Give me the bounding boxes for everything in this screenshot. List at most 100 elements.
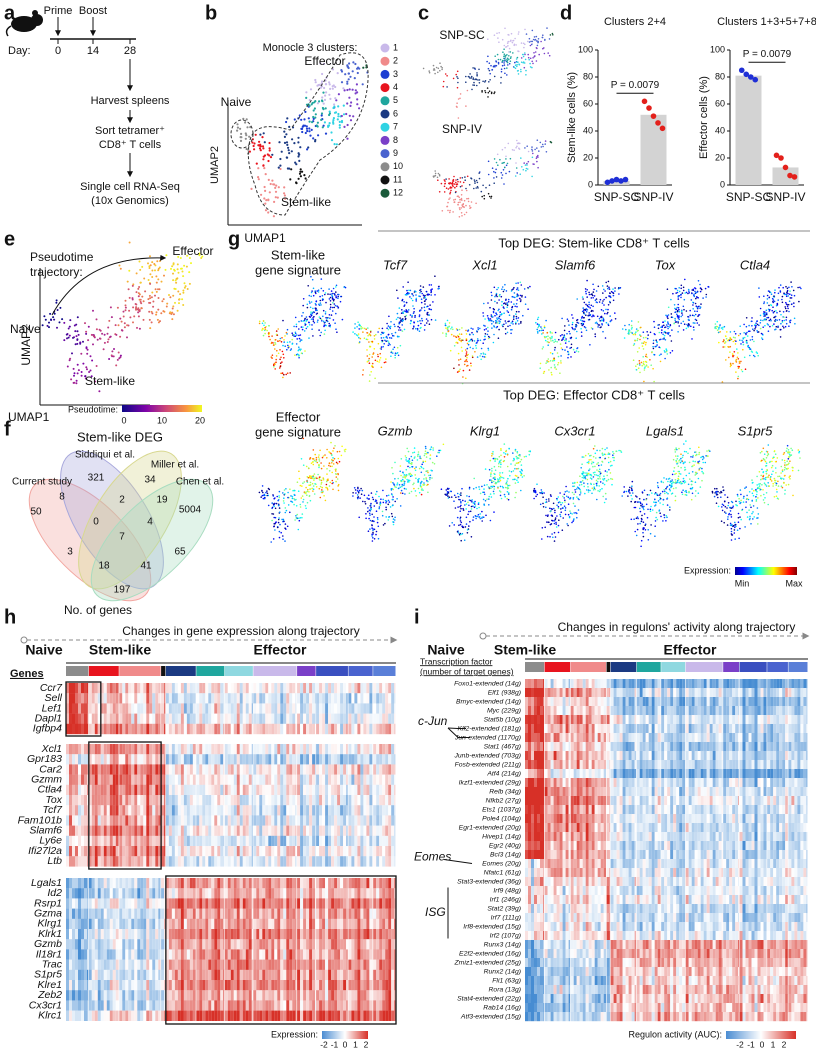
cell-dot bbox=[735, 371, 737, 373]
cell-dot bbox=[253, 142, 256, 145]
cell-dot bbox=[447, 326, 449, 329]
cell-dot bbox=[576, 298, 578, 300]
umap-plot bbox=[533, 438, 623, 542]
cell-dot bbox=[766, 294, 769, 297]
cell-dot bbox=[332, 457, 334, 459]
cell-dot bbox=[312, 320, 315, 323]
cell-dot bbox=[89, 369, 92, 372]
cell-dot bbox=[150, 296, 153, 299]
cell-dot bbox=[312, 117, 315, 120]
cell-dot bbox=[318, 487, 321, 490]
cell-dot bbox=[506, 61, 509, 64]
cell-dot bbox=[84, 375, 87, 378]
cell-dot bbox=[324, 83, 327, 86]
panel-label: d bbox=[560, 2, 572, 24]
cell-dot bbox=[431, 477, 433, 479]
cell-dot bbox=[517, 50, 519, 52]
cell-dot bbox=[495, 320, 498, 323]
cell-dot bbox=[317, 319, 319, 322]
cell-dot bbox=[657, 327, 660, 330]
cell-dot bbox=[473, 81, 475, 84]
cell-dot bbox=[400, 489, 403, 492]
cell-dot bbox=[470, 536, 473, 538]
cell-dot bbox=[515, 303, 518, 305]
cell-dot bbox=[507, 498, 510, 501]
y-tick-label: 0 bbox=[720, 179, 725, 189]
cell-dot bbox=[322, 309, 325, 312]
cell-dot bbox=[552, 359, 554, 362]
cell-dot bbox=[127, 288, 130, 291]
cell-dot bbox=[423, 474, 426, 476]
cell-dot bbox=[465, 211, 468, 214]
colorbar-tick: 10 bbox=[157, 415, 167, 425]
cell-dot bbox=[142, 318, 145, 321]
cell-dot bbox=[417, 455, 419, 458]
cell-dot bbox=[556, 499, 558, 501]
cell-dot bbox=[490, 291, 493, 294]
cell-dot bbox=[473, 179, 476, 181]
cell-dot bbox=[678, 318, 680, 321]
cell-dot bbox=[652, 367, 654, 370]
cell-dot bbox=[440, 488, 443, 491]
cell-dot bbox=[373, 505, 376, 507]
cell-dot bbox=[492, 65, 495, 68]
cell-dot bbox=[701, 458, 704, 461]
cell-dot bbox=[271, 153, 274, 156]
cell-dot bbox=[325, 483, 328, 486]
cell-dot bbox=[515, 162, 517, 164]
cell-dot bbox=[315, 459, 318, 461]
cell-dot bbox=[527, 286, 529, 289]
cell-dot bbox=[551, 32, 554, 35]
cell-dot bbox=[182, 289, 185, 292]
cell-dot bbox=[405, 468, 408, 471]
cell-dot bbox=[687, 452, 689, 455]
cell-dot bbox=[294, 332, 297, 335]
cell-dot bbox=[284, 527, 286, 529]
cell-dot bbox=[508, 58, 510, 61]
cell-dot bbox=[472, 516, 475, 518]
cell-dot bbox=[461, 532, 464, 535]
cell-dot bbox=[464, 176, 466, 178]
cell-dot bbox=[313, 493, 316, 495]
cell-dot bbox=[601, 324, 603, 326]
cell-dot bbox=[545, 362, 547, 365]
cell-dot bbox=[351, 88, 354, 91]
cell-dot bbox=[338, 124, 341, 127]
cell-dot bbox=[300, 458, 303, 460]
cell-dot bbox=[655, 511, 658, 514]
cell-dot bbox=[392, 472, 394, 475]
cell-dot bbox=[184, 285, 187, 288]
cell-dot bbox=[286, 372, 289, 375]
cell-dot bbox=[432, 449, 435, 451]
cell-dot bbox=[448, 496, 451, 499]
cell-dot bbox=[242, 117, 245, 120]
cell-dot bbox=[417, 320, 419, 323]
cell-dot bbox=[509, 57, 512, 59]
cell-dot bbox=[496, 32, 498, 35]
cell-dot bbox=[516, 287, 519, 289]
cell-dot bbox=[527, 40, 529, 43]
cell-dot bbox=[309, 306, 312, 309]
cell-dot bbox=[467, 501, 469, 504]
cell-dot bbox=[347, 78, 350, 81]
cell-dot bbox=[321, 486, 324, 489]
cell-dot bbox=[452, 185, 454, 188]
cell-dot bbox=[316, 321, 319, 323]
cell-dot bbox=[244, 132, 247, 135]
cell-dot bbox=[149, 297, 152, 300]
cell-dot bbox=[505, 483, 507, 485]
cell-dot bbox=[599, 298, 602, 301]
cell-dot bbox=[268, 325, 270, 327]
cell-dot bbox=[325, 324, 328, 327]
cell-dot bbox=[314, 453, 317, 456]
cell-dot bbox=[513, 66, 516, 69]
cell-dot bbox=[588, 303, 590, 306]
cell-dot bbox=[598, 485, 600, 487]
cell-dot bbox=[691, 338, 693, 340]
cell-dot bbox=[447, 209, 449, 212]
cell-dot bbox=[309, 475, 311, 477]
cell-dot bbox=[602, 479, 605, 481]
cell-dot bbox=[580, 327, 582, 330]
cell-dot bbox=[309, 484, 311, 487]
cell-dot bbox=[284, 507, 287, 509]
